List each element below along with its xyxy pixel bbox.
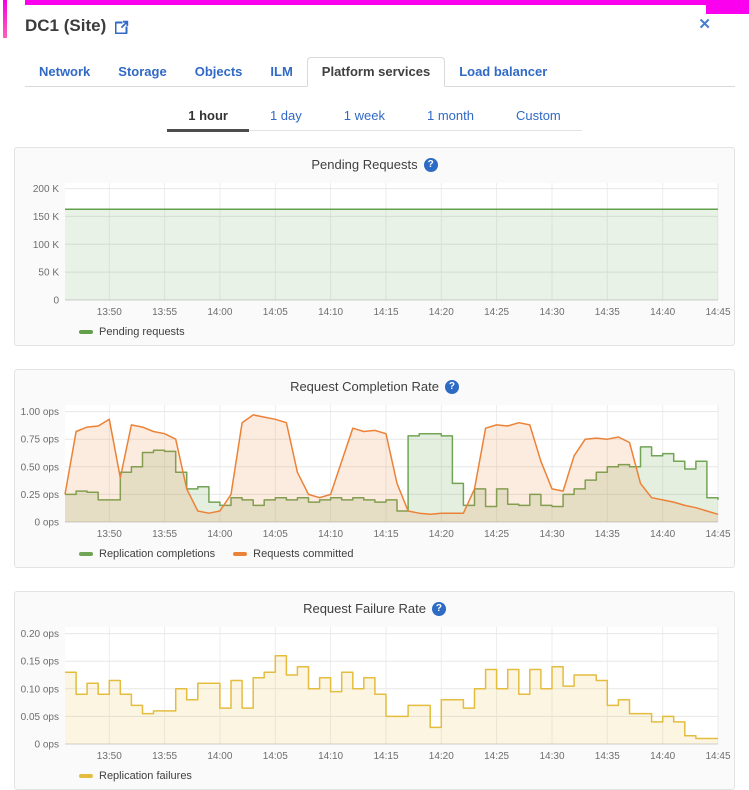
pending-requests-chart: 13:50 13:55 14:00 14:05 14:10 14:15 14:20 14:25… bbox=[33, 183, 731, 318]
request-failure-rate-panel: Request Failure Rate ? 13:50 13:55 14:00 14… bbox=[14, 591, 735, 790]
request-completion-rate-chart: 13:50 13:55 14:00 14:05 14:10 14:15 14:20 14:25… bbox=[21, 405, 731, 540]
legend-swatch bbox=[79, 552, 93, 556]
tab-ilm[interactable]: ILM bbox=[270, 64, 293, 79]
svg-text:0.15 ops: 0.15 ops bbox=[21, 657, 59, 668]
svg-text:14:00: 14:00 bbox=[207, 751, 232, 762]
svg-text:14:20: 14:20 bbox=[429, 529, 454, 540]
svg-text:14:15: 14:15 bbox=[373, 529, 398, 540]
svg-text:0.25 ops: 0.25 ops bbox=[21, 490, 59, 501]
external-link-icon[interactable] bbox=[115, 20, 129, 34]
svg-text:14:05: 14:05 bbox=[263, 751, 288, 762]
svg-text:200 K: 200 K bbox=[33, 184, 59, 195]
svg-text:13:55: 13:55 bbox=[152, 307, 177, 318]
legend-item: Pending requests bbox=[79, 326, 185, 338]
decoration-top-bar bbox=[25, 0, 749, 5]
svg-text:14:40: 14:40 bbox=[650, 751, 675, 762]
svg-text:13:50: 13:50 bbox=[97, 307, 122, 318]
svg-text:14:40: 14:40 bbox=[650, 307, 675, 318]
svg-text:14:30: 14:30 bbox=[539, 751, 564, 762]
charts-container: Pending Requests ? 13:50 13:55 14:00 14:05 1… bbox=[0, 131, 749, 790]
svg-text:13:50: 13:50 bbox=[97, 529, 122, 540]
help-icon[interactable]: ? bbox=[423, 157, 438, 172]
chart-title: Pending Requests bbox=[311, 157, 418, 172]
svg-text:14:35: 14:35 bbox=[595, 307, 620, 318]
tab-load-balancer[interactable]: Load balancer bbox=[459, 64, 548, 79]
svg-text:14:10: 14:10 bbox=[318, 529, 343, 540]
svg-text:0 ops: 0 ops bbox=[35, 518, 59, 529]
chart-title: Request Completion Rate bbox=[290, 379, 439, 394]
dialog-header: DC1 (Site) bbox=[0, 0, 749, 36]
request-failure-rate-chart: 13:50 13:55 14:00 14:05 14:10 14:15 14:20 14:25… bbox=[21, 627, 731, 762]
time-tab-1-hour[interactable]: 1 hour bbox=[167, 102, 249, 132]
legend-label: Pending requests bbox=[99, 326, 185, 338]
svg-text:13:55: 13:55 bbox=[152, 529, 177, 540]
tab-platform-services[interactable]: Platform services bbox=[306, 57, 446, 87]
svg-text:1.00 ops: 1.00 ops bbox=[21, 407, 59, 418]
svg-text:14:10: 14:10 bbox=[318, 307, 343, 318]
svg-text:0.20 ops: 0.20 ops bbox=[21, 629, 59, 640]
legend-label: Requests committed bbox=[253, 548, 354, 560]
legend-item: Replication failures bbox=[79, 770, 192, 782]
svg-text:14:30: 14:30 bbox=[539, 307, 564, 318]
svg-text:14:35: 14:35 bbox=[595, 529, 620, 540]
svg-text:13:55: 13:55 bbox=[152, 751, 177, 762]
legend-swatch bbox=[79, 330, 93, 334]
svg-text:0.10 ops: 0.10 ops bbox=[21, 684, 59, 695]
time-tab-custom[interactable]: Custom bbox=[515, 108, 561, 123]
svg-text:14:25: 14:25 bbox=[484, 751, 509, 762]
time-tab-1-week[interactable]: 1 week bbox=[343, 108, 385, 123]
svg-text:14:05: 14:05 bbox=[263, 307, 288, 318]
svg-text:13:50: 13:50 bbox=[97, 751, 122, 762]
legend-label: Replication completions bbox=[99, 548, 216, 560]
page-title: DC1 (Site) bbox=[25, 16, 107, 35]
svg-text:0.75 ops: 0.75 ops bbox=[21, 435, 59, 446]
help-icon[interactable]: ? bbox=[444, 379, 459, 394]
svg-text:50 K: 50 K bbox=[38, 268, 59, 279]
svg-text:14:00: 14:00 bbox=[207, 529, 232, 540]
tab-bar: Network Storage Objects ILM Platform ser… bbox=[25, 57, 735, 87]
legend-swatch bbox=[79, 774, 93, 778]
chart-legend: Replication failures bbox=[15, 769, 734, 786]
chart-legend: Replication completions Requests committ… bbox=[15, 547, 734, 564]
legend-item: Requests committed bbox=[233, 548, 353, 560]
chart-legend: Pending requests bbox=[15, 325, 734, 342]
legend-item: Replication completions bbox=[79, 548, 215, 560]
svg-text:0.05 ops: 0.05 ops bbox=[21, 712, 59, 723]
close-icon[interactable]: ✕ bbox=[698, 16, 711, 33]
legend-label: Replication failures bbox=[99, 770, 192, 782]
svg-text:14:45: 14:45 bbox=[705, 751, 730, 762]
svg-text:0.50 ops: 0.50 ops bbox=[21, 462, 59, 473]
svg-text:14:20: 14:20 bbox=[429, 751, 454, 762]
time-tab-1-month[interactable]: 1 month bbox=[426, 108, 474, 123]
svg-text:14:25: 14:25 bbox=[484, 307, 509, 318]
svg-text:14:15: 14:15 bbox=[373, 307, 398, 318]
svg-text:14:40: 14:40 bbox=[650, 529, 675, 540]
time-tab-1-day[interactable]: 1 day bbox=[269, 108, 302, 123]
svg-text:0: 0 bbox=[53, 296, 59, 307]
svg-text:14:30: 14:30 bbox=[539, 529, 564, 540]
svg-text:14:15: 14:15 bbox=[373, 751, 398, 762]
decoration-left-strip bbox=[3, 0, 7, 38]
legend-swatch bbox=[233, 552, 248, 556]
chart-title: Request Failure Rate bbox=[303, 601, 426, 616]
svg-text:14:05: 14:05 bbox=[263, 529, 288, 540]
svg-text:14:45: 14:45 bbox=[705, 529, 730, 540]
svg-text:14:45: 14:45 bbox=[705, 307, 730, 318]
svg-text:14:35: 14:35 bbox=[595, 751, 620, 762]
tab-network[interactable]: Network bbox=[39, 64, 91, 79]
pending-requests-panel: Pending Requests ? 13:50 13:55 14:00 14:05 1… bbox=[14, 147, 735, 346]
tab-storage[interactable]: Storage bbox=[118, 64, 167, 79]
svg-text:0 ops: 0 ops bbox=[35, 740, 59, 751]
svg-text:14:25: 14:25 bbox=[484, 529, 509, 540]
time-range-bar: 1 hour 1 day 1 week 1 month Custom bbox=[0, 102, 749, 132]
tab-objects[interactable]: Objects bbox=[194, 64, 243, 79]
request-completion-rate-panel: Request Completion Rate ? 13:50 13:55 14:0… bbox=[14, 369, 735, 568]
svg-text:14:10: 14:10 bbox=[318, 751, 343, 762]
decoration-top-right-block bbox=[706, 0, 749, 14]
svg-text:14:20: 14:20 bbox=[429, 307, 454, 318]
svg-text:150 K: 150 K bbox=[33, 212, 59, 223]
svg-text:14:00: 14:00 bbox=[207, 307, 232, 318]
svg-text:100 K: 100 K bbox=[33, 240, 59, 251]
help-icon[interactable]: ? bbox=[431, 601, 446, 616]
